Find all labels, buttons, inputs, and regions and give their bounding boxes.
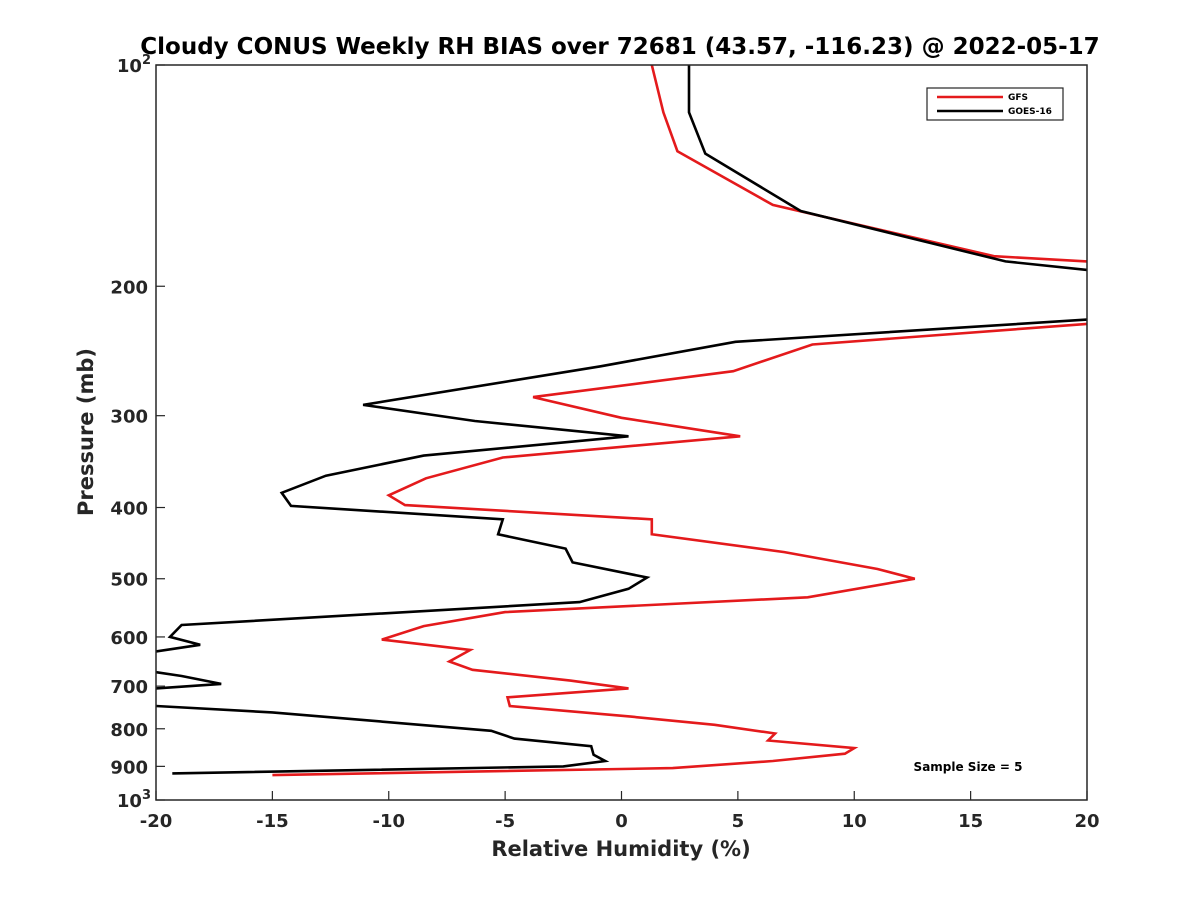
y-tick-label: 700: [110, 677, 148, 698]
y-tick-label: 800: [110, 720, 148, 741]
y-tick-label: 900: [110, 757, 148, 778]
y-tick-label: 500: [110, 570, 148, 591]
y-tick-label: 102: [117, 53, 151, 77]
legend-label-gfs: GFS: [1008, 93, 1028, 103]
y-tick-label: 400: [110, 499, 148, 520]
x-axis-label: Relative Humidity (%): [491, 837, 750, 861]
x-axis: -20 -15 -10 -5 0 5 10 15 20: [140, 791, 1100, 832]
plot-area: -20 -15 -10 -5 0 5 10 15 20 102 200 300 400 500 600 70…: [110, 53, 1099, 832]
legend: GFS GOES-16: [926, 87, 1064, 121]
x-tick-label: 0: [615, 811, 628, 832]
x-tick-label: 15: [958, 811, 983, 832]
y-tick-label: 600: [110, 628, 148, 649]
legend-label-goes-16: GOES-16: [1008, 107, 1052, 117]
series-line-gfs: [272, 65, 1087, 777]
y-axis: 102 200 300 400 500 600 700 800 900 103: [110, 53, 165, 812]
x-tick-label: 20: [1074, 811, 1099, 832]
series-line-goes-16: [156, 65, 1087, 775]
y-tick-label: 103: [117, 788, 151, 812]
x-tick-label: 10: [842, 811, 867, 832]
x-tick-label: -15: [256, 811, 289, 832]
chart-title: Cloudy CONUS Weekly RH BIAS over 72681 (…: [140, 34, 1099, 60]
x-tick-label: -10: [372, 811, 405, 832]
legend-box: [926, 87, 1064, 121]
y-tick-label: 300: [110, 407, 148, 428]
y-axis-label: Pressure (mb): [74, 348, 98, 516]
y-tick-label: 200: [110, 277, 148, 298]
series-layer: [156, 65, 1087, 777]
x-tick-label: 5: [732, 811, 745, 832]
x-tick-label: -5: [495, 811, 515, 832]
x-tick-label: -20: [140, 811, 173, 832]
sample-size-annotation: Sample Size = 5: [914, 760, 1023, 774]
